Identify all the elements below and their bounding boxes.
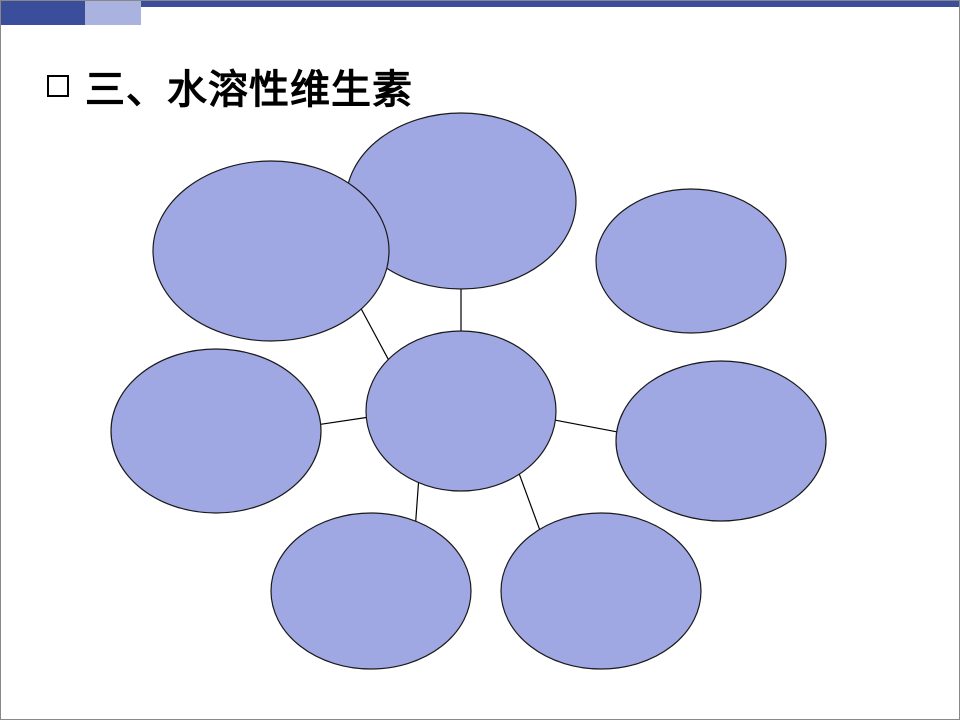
diagram-center-node — [366, 331, 556, 491]
diagram-nodes — [111, 113, 826, 669]
diagram-edge — [321, 418, 367, 425]
diagram-outer-node — [271, 513, 471, 669]
diagram-edge — [519, 474, 539, 529]
diagram-edge — [555, 420, 616, 432]
diagram-outer-node — [111, 349, 321, 513]
diagram-outer-node — [596, 189, 786, 333]
diagram-edge — [416, 483, 419, 522]
diagram-outer-node — [153, 161, 389, 341]
radial-diagram — [1, 1, 960, 720]
slide: 三、水溶性维生素 — [0, 0, 960, 720]
diagram-outer-node — [501, 513, 701, 669]
diagram-outer-node — [616, 361, 826, 521]
diagram-edge — [361, 309, 388, 359]
